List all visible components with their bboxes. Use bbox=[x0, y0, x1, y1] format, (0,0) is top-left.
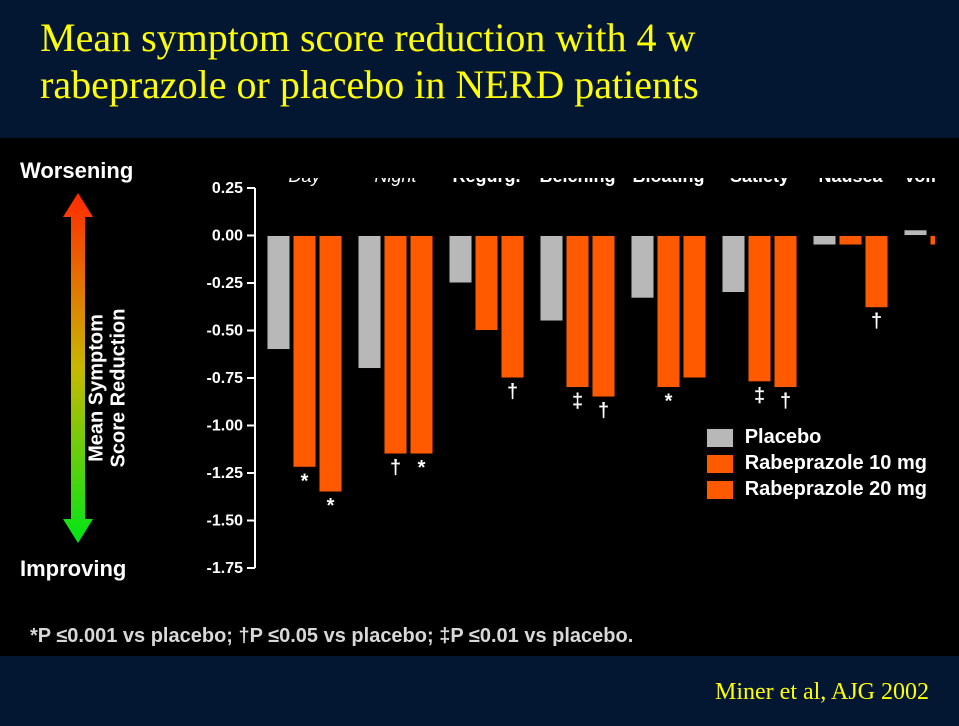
svg-text:Nausea: Nausea bbox=[818, 178, 883, 186]
legend-swatch bbox=[705, 453, 735, 475]
svg-text:†: † bbox=[598, 400, 609, 422]
svg-text:*: * bbox=[418, 457, 426, 479]
legend-item: Rabeprazole 20 mg bbox=[705, 478, 927, 501]
svg-text:Night: Night bbox=[374, 178, 417, 186]
bar bbox=[475, 236, 498, 331]
svg-text:*: * bbox=[327, 495, 335, 517]
bar bbox=[839, 236, 862, 246]
svg-text:Regurg.: Regurg. bbox=[452, 178, 520, 186]
bar bbox=[722, 236, 745, 293]
svg-text:‡: ‡ bbox=[754, 385, 765, 407]
legend-label: Rabeprazole 20 mg bbox=[745, 478, 927, 501]
svg-text:†: † bbox=[507, 381, 518, 403]
bar bbox=[410, 236, 433, 455]
legend-label: Placebo bbox=[745, 426, 822, 449]
svg-text:0.25: 0.25 bbox=[212, 180, 243, 197]
chart-area: Worsening Improving Mean Symptom Score R… bbox=[0, 138, 959, 656]
svg-text:Day: Day bbox=[288, 178, 321, 186]
bar bbox=[930, 236, 935, 246]
title-line2: rabeprazole or placebo in NERD patients bbox=[40, 61, 699, 108]
svg-text:Satiety: Satiety bbox=[730, 178, 789, 186]
svg-text:Belching: Belching bbox=[539, 178, 615, 186]
improving-label: Improving bbox=[20, 556, 126, 582]
svg-text:†: † bbox=[871, 311, 882, 333]
bar bbox=[631, 236, 654, 299]
citation: Miner et al, AJG 2002 bbox=[715, 679, 929, 706]
svg-text:Vomiting: Vomiting bbox=[904, 178, 935, 186]
svg-text:0.00: 0.00 bbox=[212, 228, 243, 245]
legend-swatch bbox=[705, 479, 735, 501]
bar bbox=[358, 236, 381, 369]
svg-text:‡: ‡ bbox=[572, 391, 583, 413]
slide-title: Mean symptom score reduction with 4 w ra… bbox=[40, 14, 699, 108]
bar bbox=[384, 236, 407, 455]
worsening-label: Worsening bbox=[20, 158, 133, 184]
svg-text:-1.00: -1.00 bbox=[207, 418, 244, 435]
bar bbox=[904, 230, 927, 236]
bar bbox=[540, 236, 563, 322]
bar bbox=[449, 236, 472, 284]
bar bbox=[748, 236, 771, 382]
legend-item: Placebo bbox=[705, 426, 927, 449]
bar bbox=[813, 236, 836, 246]
bar bbox=[774, 236, 797, 388]
bar bbox=[657, 236, 680, 388]
bar bbox=[566, 236, 589, 388]
svg-text:†: † bbox=[780, 391, 791, 413]
significance-footnote: *P ≤0.001 vs placebo; †P ≤0.05 vs placeb… bbox=[30, 625, 633, 648]
svg-text:-1.50: -1.50 bbox=[207, 513, 244, 530]
legend: Placebo Rabeprazole 10 mg Rabeprazole 20 m… bbox=[705, 423, 927, 504]
svg-text:Bloating: Bloating bbox=[633, 178, 705, 186]
bar bbox=[683, 236, 706, 379]
svg-text:-0.50: -0.50 bbox=[207, 323, 244, 340]
legend-label: Rabeprazole 10 mg bbox=[745, 452, 927, 475]
svg-text:-1.25: -1.25 bbox=[207, 465, 244, 482]
y-axis-label: Mean Symptom Score Reduction bbox=[85, 309, 129, 468]
svg-text:†: † bbox=[390, 457, 401, 479]
title-line1: Mean symptom score reduction with 4 w bbox=[40, 15, 695, 60]
bar-chart: 0.25 0.00 -0.25 -0.50 -0.75 -1.00 -1.25 -1.50 -1… bbox=[195, 178, 935, 578]
svg-text:*: * bbox=[665, 391, 673, 413]
legend-swatch bbox=[705, 427, 735, 449]
svg-text:*: * bbox=[301, 470, 309, 492]
svg-text:-1.75: -1.75 bbox=[207, 560, 244, 577]
bar bbox=[865, 236, 888, 308]
bar bbox=[501, 236, 524, 379]
legend-item: Rabeprazole 10 mg bbox=[705, 452, 927, 475]
svg-text:-0.25: -0.25 bbox=[207, 275, 244, 292]
bar bbox=[592, 236, 615, 398]
svg-text:-0.75: -0.75 bbox=[207, 370, 244, 387]
bar bbox=[319, 236, 342, 493]
bar bbox=[293, 236, 316, 468]
bar bbox=[267, 236, 290, 350]
